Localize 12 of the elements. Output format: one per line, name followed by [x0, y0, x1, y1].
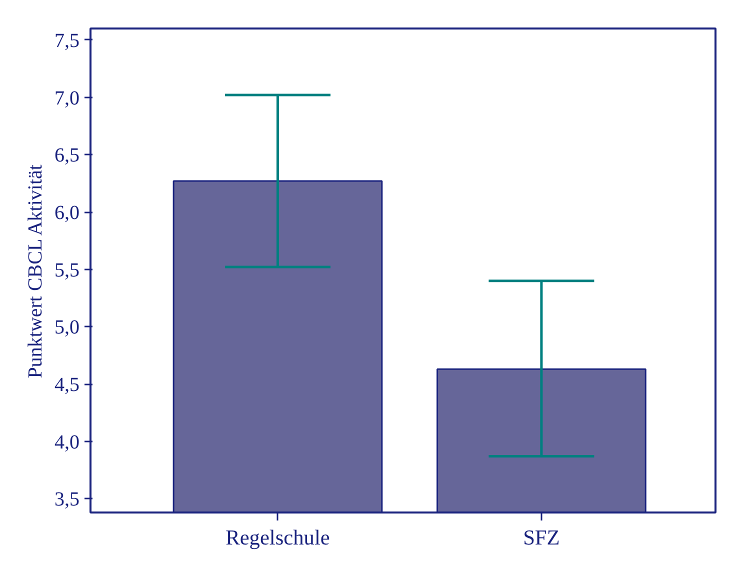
x-tick-label: Regelschule [226, 526, 330, 550]
y-tick-label: 6,5 [54, 144, 80, 167]
x-tick-label: SFZ [523, 526, 560, 550]
y-tick-label: 4,0 [54, 431, 80, 454]
y-tick-label: 6,0 [54, 202, 80, 224]
y-tick-label: 5,5 [54, 259, 80, 282]
y-tick-label: 4,5 [54, 374, 80, 396]
y-axis-title: Punktwert CBCL Aktivität [24, 164, 46, 378]
y-tick-label: 7,0 [54, 87, 80, 110]
y-tick-label: 3,5 [54, 488, 80, 511]
y-tick-label: 5,0 [54, 316, 80, 339]
y-tick-label: 7,5 [54, 30, 80, 52]
